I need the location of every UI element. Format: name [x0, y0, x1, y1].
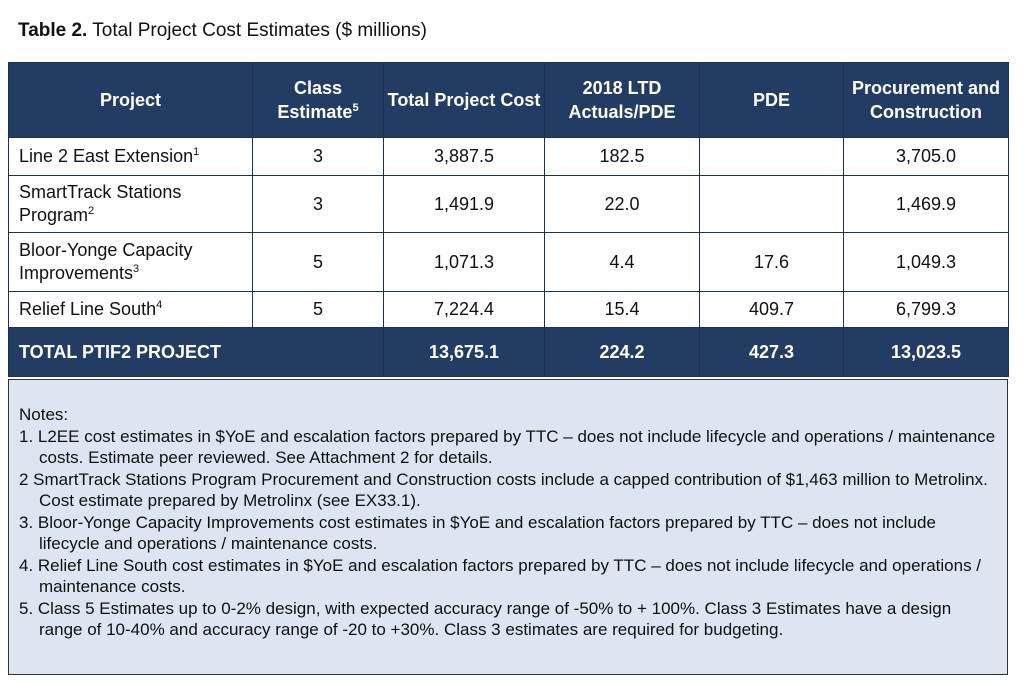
total-cell: 3,887.5 [383, 137, 545, 176]
proc-cell: 6,799.3 [843, 291, 1009, 328]
total-label: TOTAL PTIF2 PROJECT [8, 327, 384, 377]
note-item: 3. Bloor-Yonge Capacity Improvements cos… [19, 512, 936, 554]
proc-cell: 1,049.3 [843, 232, 1009, 292]
total-cell: 1,491.9 [383, 175, 545, 233]
header-ltd-actuals: 2018 LTD Actuals/PDE [544, 62, 700, 138]
class-cell: 5 [252, 291, 384, 328]
header-row: Project Class Estimate5 Total Project Co… [8, 62, 1009, 138]
pde-cell [699, 175, 844, 233]
note-item: 4. Relief Line South cost estimates in $… [19, 555, 982, 597]
proc-cell: 3,705.0 [843, 137, 1009, 176]
ltd-cell: 22.0 [544, 175, 700, 233]
proc-cell: 1,469.9 [843, 175, 1009, 233]
class-cell: 3 [252, 175, 384, 233]
total-pde-cell: 427.3 [699, 327, 844, 377]
pde-cell [699, 137, 844, 176]
total-cell: 7,224.4 [383, 291, 545, 328]
project-cell: Relief Line South4 [8, 291, 253, 328]
ltd-cell: 15.4 [544, 291, 700, 328]
ltd-cell: 182.5 [544, 137, 700, 176]
note-item: 2 SmartTrack Stations Program Procuremen… [19, 469, 988, 511]
header-pde: PDE [699, 62, 844, 138]
table-row: SmartTrack Stations Program2 3 1,491.9 2… [8, 175, 1009, 233]
class-cell: 3 [252, 137, 384, 176]
total-row: TOTAL PTIF2 PROJECT 13,675.1 224.2 427.3… [8, 327, 1009, 377]
note-item: 1. L2EE cost estimates in $YoE and escal… [19, 426, 996, 468]
project-cell: SmartTrack Stations Program2 [8, 175, 253, 233]
total-cost-cell: 13,675.1 [383, 327, 545, 377]
header-total-cost: Total Project Cost [383, 62, 545, 138]
notes-heading: Notes: [19, 405, 69, 424]
cost-table: Project Class Estimate5 Total Project Co… [8, 62, 1009, 377]
header-project: Project [8, 62, 253, 138]
total-proc-cell: 13,023.5 [843, 327, 1009, 377]
note-item: 5. Class 5 Estimates up to 0-2% design, … [19, 598, 952, 640]
total-cell: 1,071.3 [383, 232, 545, 292]
class-cell: 5 [252, 232, 384, 292]
caption-label: Table 2. [18, 20, 88, 41]
ltd-cell: 4.4 [544, 232, 700, 292]
table-row: Line 2 East Extension1 3 3,887.5 182.5 3… [8, 137, 1009, 176]
project-cell: Bloor-Yonge Capacity Improvements3 [8, 232, 253, 292]
table-caption: Table 2. Total Project Cost Estimates ($… [18, 20, 427, 42]
table-row: Bloor-Yonge Capacity Improvements3 5 1,0… [8, 232, 1009, 292]
header-class-estimate: Class Estimate5 [252, 62, 384, 138]
total-ltd-cell: 224.2 [544, 327, 700, 377]
project-cell: Line 2 East Extension1 [8, 137, 253, 176]
header-procurement: Procurement and Construction [843, 62, 1009, 138]
pde-cell: 409.7 [699, 291, 844, 328]
table-row: Relief Line South4 5 7,224.4 15.4 409.7 … [8, 291, 1009, 328]
notes-box: Notes: 1. L2EE cost estimates in $YoE an… [8, 379, 1008, 675]
caption-text: Total Project Cost Estimates ($ millions… [92, 20, 427, 41]
pde-cell: 17.6 [699, 232, 844, 292]
